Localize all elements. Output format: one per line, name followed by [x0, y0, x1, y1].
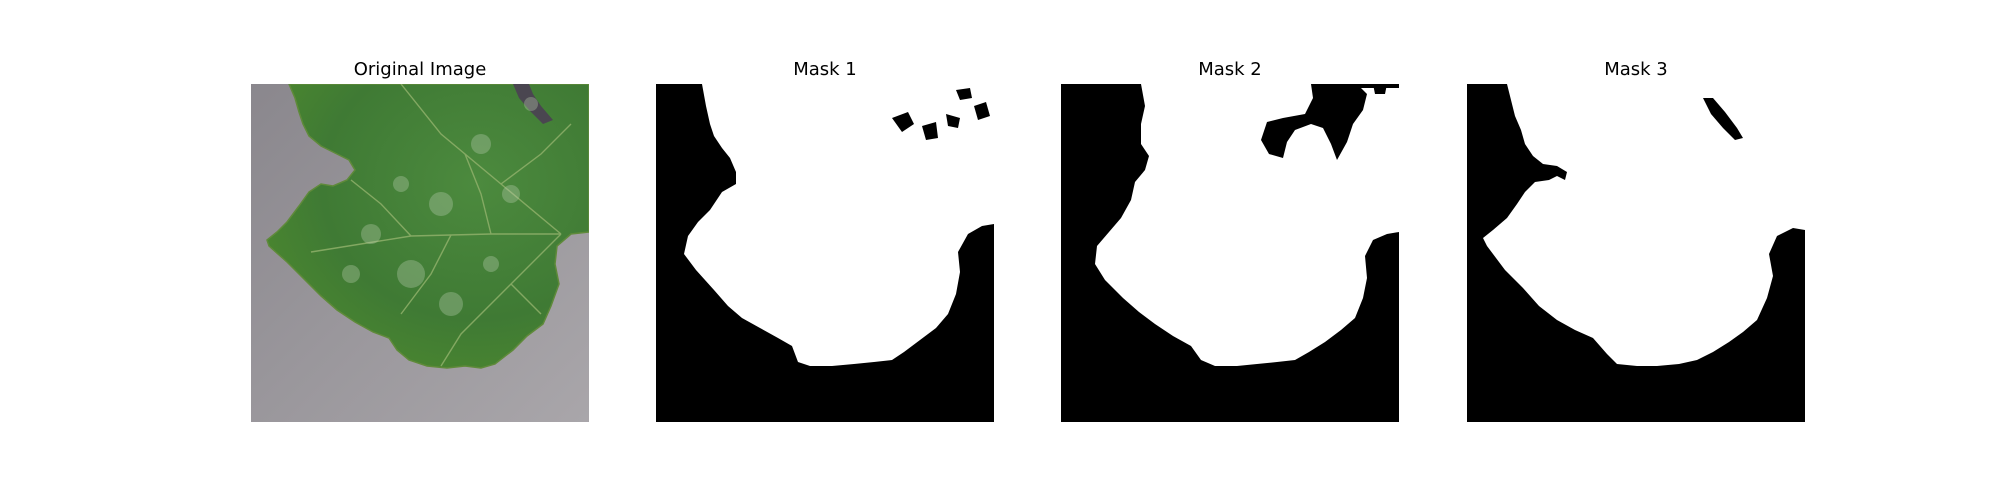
mask-1-panel: Mask 1 — [656, 0, 994, 500]
original-image — [251, 84, 589, 422]
mask-foreground — [1483, 84, 1805, 366]
mask-3 — [1467, 84, 1805, 422]
segmentation-mask-2 — [1061, 84, 1399, 422]
mask-holes — [1319, 84, 1387, 106]
leaf-shape — [266, 84, 589, 369]
mask-2-title: Mask 2 — [1198, 59, 1262, 80]
mask-holes — [892, 88, 990, 140]
leaf-veins — [310, 84, 572, 367]
mask-2-panel: Mask 2 — [1061, 0, 1399, 500]
original-image-panel: Original Image — [251, 0, 589, 500]
mask-holes — [1703, 98, 1743, 140]
mask-3-panel: Mask 3 — [1467, 0, 1805, 500]
mask-foreground — [1095, 84, 1399, 366]
mask-1-title: Mask 1 — [793, 59, 857, 80]
leaf-spots — [342, 97, 538, 316]
segmentation-mask-3 — [1467, 84, 1805, 422]
original-image-title: Original Image — [353, 59, 487, 80]
mask-foreground — [684, 84, 994, 366]
mask-2 — [1061, 84, 1399, 422]
grape-leaf-photo — [251, 84, 589, 422]
segmentation-mask-1 — [656, 84, 994, 422]
leaf-tear — [513, 84, 553, 124]
mask-3-title: Mask 3 — [1604, 59, 1668, 80]
mask-1 — [656, 84, 994, 422]
